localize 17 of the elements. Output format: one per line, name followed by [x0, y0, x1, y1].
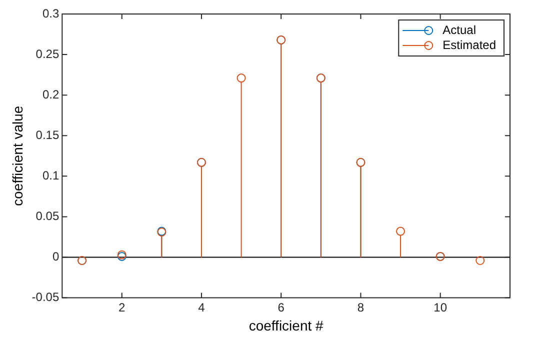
- y-tick-label: 0.1: [42, 168, 60, 182]
- x-tick-label: 10: [434, 300, 448, 314]
- y-tick-label: 0.15: [36, 128, 60, 142]
- x-tick-label: 2: [118, 300, 126, 314]
- x-tick-label: 8: [357, 300, 364, 314]
- y-tick-label: 0.2: [42, 87, 60, 102]
- x-tick-label: 4: [198, 300, 206, 314]
- legend-label: Estimated: [442, 38, 496, 52]
- y-tick-label: 0.25: [36, 46, 60, 61]
- y-tick-label: 0.05: [36, 209, 60, 224]
- x-tick-label: 6: [278, 300, 285, 314]
- y-tick-label: -0.05: [32, 290, 60, 304]
- legend-label: Actual: [442, 22, 476, 37]
- y-tick-label: 0.3: [42, 6, 60, 20]
- y-tick-label: 0: [52, 250, 60, 264]
- x-axis-title: coefficient #: [248, 317, 324, 334]
- y-axis-title: coefficient value: [9, 106, 26, 206]
